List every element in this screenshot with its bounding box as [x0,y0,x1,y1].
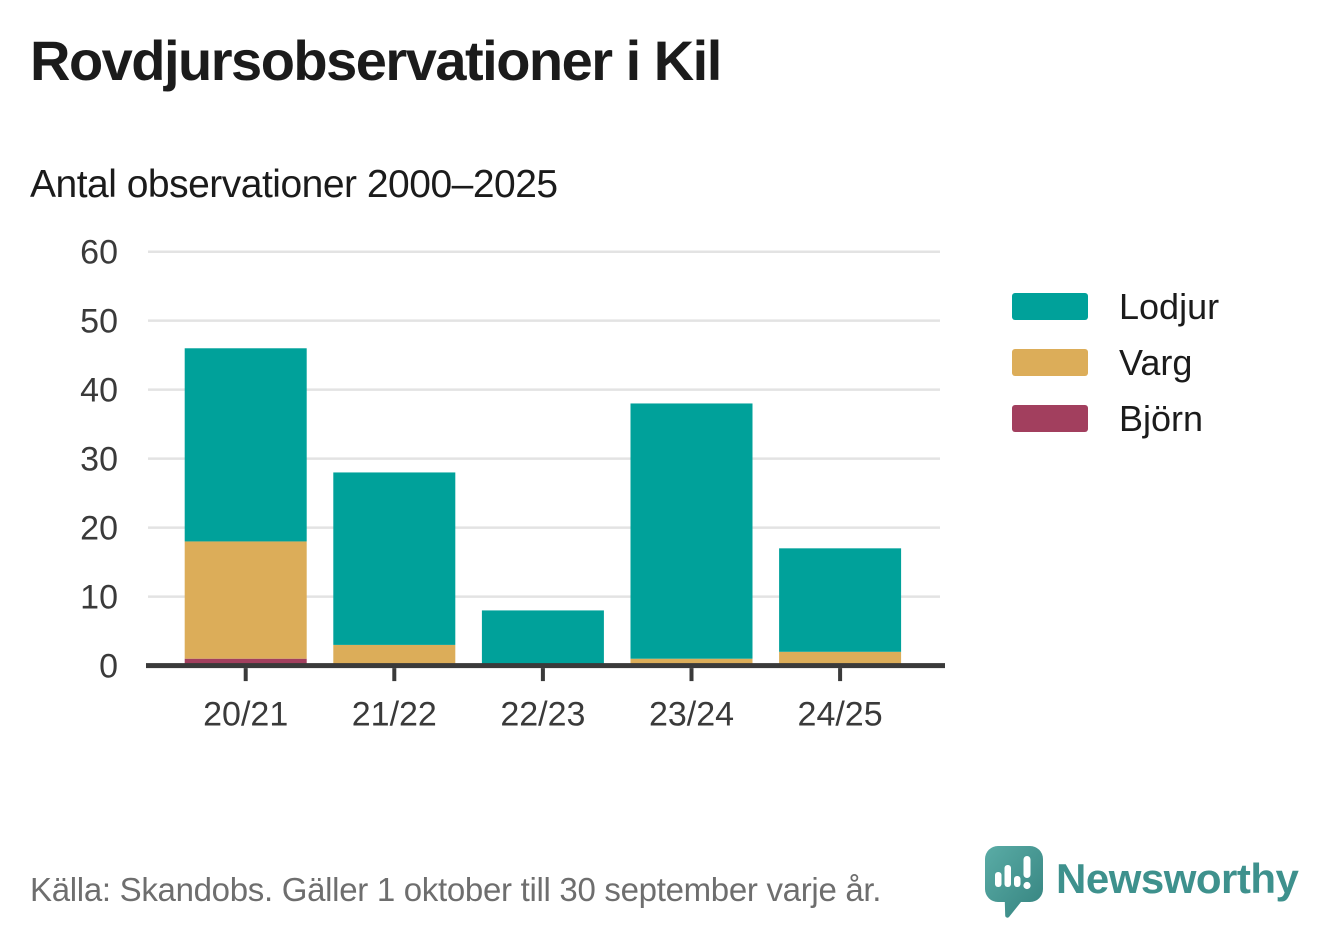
bar-segment-24-25-lodjur [779,548,902,652]
bar-segment-21-22-lodjur [333,472,456,645]
x-tick-mark [540,668,545,682]
x-tick-mark [689,668,694,682]
y-tick-label: 10 [80,579,118,617]
x-tick-mark [838,668,843,682]
newsworthy-speech-bubble-barchart-icon [985,846,1043,918]
y-tick-label: 60 [80,234,118,272]
legend-swatch-bjorn [1012,405,1088,432]
x-tick-label: 24/25 [798,696,883,734]
x-tick-mark [392,668,397,682]
legend-item-varg: Varg [1012,342,1219,383]
legend-label-lodjur: Lodjur [1119,285,1220,327]
bar-segment-20-21-björn [184,658,307,666]
y-tick-label: 0 [99,648,118,686]
legend-label-bjorn: Björn [1119,397,1204,439]
chart-legend: Lodjur Varg Björn [1012,286,1219,461]
bar-segment-23-24-lodjur [630,403,753,659]
brand-name: Newsworthy [1056,855,1299,902]
x-tick-label: 23/24 [649,696,734,734]
bar-segment-20-21-varg [184,541,307,659]
x-tick-label: 20/21 [203,696,288,734]
bar-segment-21-22-varg [333,644,456,666]
y-tick-label: 20 [80,510,118,548]
stacked-bar-chart: 20/21 21/22 22/23 23/24 24/25 0 10 20 30 40 50 60 [80,234,945,734]
y-tick-label: 40 [80,372,118,410]
legend-swatch-lodjur [1012,293,1088,320]
bar-segment-24-25-varg [779,651,902,666]
bar-segment-22-23-lodjur [481,610,604,666]
y-tick-label: 30 [80,441,118,479]
legend-item-lodjur: Lodjur [1012,286,1219,327]
bar-segment-23-24-varg [630,658,753,666]
source-note: Källa: Skandobs. Gäller 1 oktober till 3… [30,871,882,908]
chart-subtitle: Antal observationer 2000–2025 [30,163,558,206]
legend-label-varg: Varg [1119,341,1193,383]
x-tick-label: 21/22 [352,696,437,734]
y-tick-label: 50 [80,303,118,341]
x-tick-label: 22/23 [500,696,585,734]
legend-item-bjorn: Björn [1012,398,1219,439]
legend-swatch-varg [1012,349,1088,376]
bar-segment-20-21-lodjur [184,348,307,542]
x-axis-line [146,663,945,669]
x-tick-mark [243,668,248,682]
page-title: Rovdjursobservationer i Kil [30,29,722,92]
brand-logo: Newsworthy [984,845,1299,921]
